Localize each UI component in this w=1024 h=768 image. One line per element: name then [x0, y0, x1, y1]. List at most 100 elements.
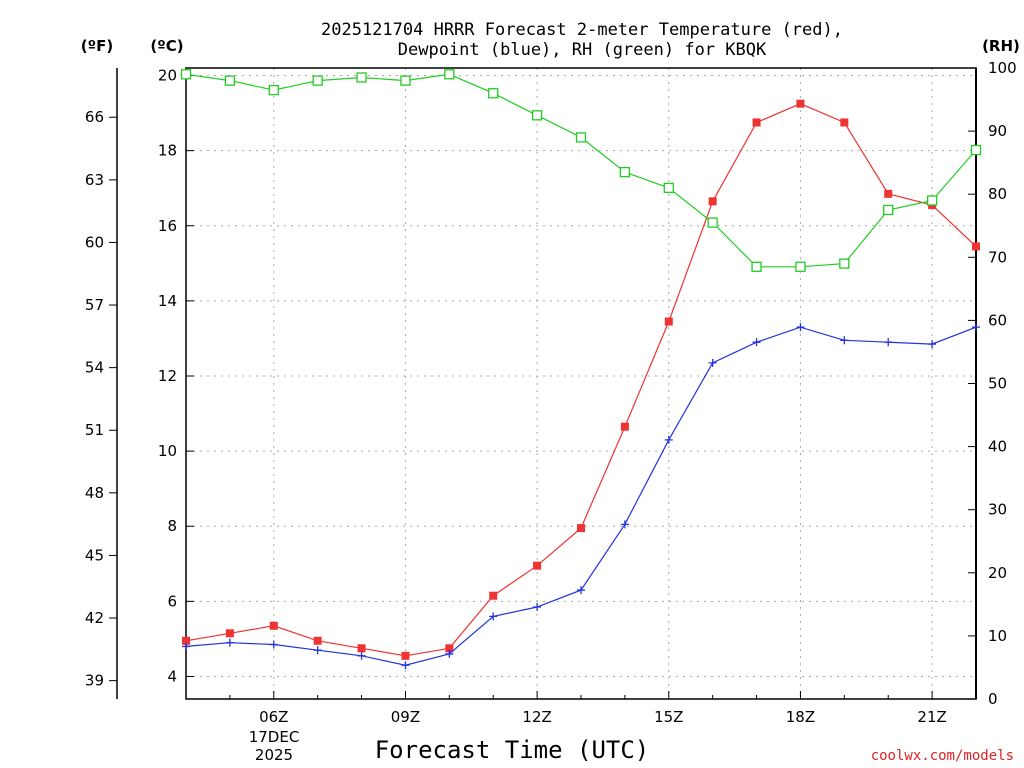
y-tick-label-f: 54 [85, 359, 104, 377]
data-point-dewpoint [884, 338, 893, 347]
y-tick-label-f: 51 [85, 421, 104, 439]
y-tick-label-rh: 40 [988, 438, 1007, 456]
x-tick-label: 12Z [522, 708, 551, 726]
data-point-temperature [269, 621, 278, 630]
y-tick-label-rh: 0 [988, 690, 998, 708]
data-point-dewpoint [357, 651, 366, 660]
x-tick-label: 21Z [917, 708, 946, 726]
data-point-dewpoint [313, 646, 322, 655]
x-tick-label: 06Z [259, 708, 288, 726]
data-point-temperature [972, 242, 980, 251]
x-tick-label: 18Z [786, 708, 815, 726]
series-line-rh [185, 73, 977, 268]
y-tick-label-c: 18 [158, 142, 177, 160]
y-tick-label-rh: 50 [988, 375, 1007, 393]
y-tick-label-rh: 80 [988, 185, 1007, 203]
x-axis-title: Forecast Time (UTC) [375, 736, 650, 764]
y-tick-label-rh: 60 [988, 311, 1007, 329]
chart-title-line1: 2025121704 HRRR Forecast 2-meter Tempera… [321, 20, 843, 40]
data-point-dewpoint [489, 612, 498, 621]
y-tick-label-c: 12 [158, 367, 177, 385]
data-point-dewpoint [269, 640, 278, 649]
y-tick-label-rh: 70 [988, 248, 1007, 266]
data-point-dewpoint [796, 323, 805, 332]
data-point-temperature [884, 189, 893, 198]
data-point-rh [356, 72, 367, 83]
y-tick-label-c: 6 [167, 592, 177, 610]
data-point-temperature [225, 629, 234, 638]
x-tick-label: 15Z [654, 708, 683, 726]
data-point-rh [839, 258, 850, 269]
data-point-dewpoint [445, 649, 454, 658]
plot-frame [185, 67, 977, 700]
data-point-rh [795, 261, 806, 272]
data-point-temperature [664, 317, 673, 326]
data-point-rh [444, 69, 455, 80]
data-point-temperature [489, 591, 498, 600]
data-point-dewpoint [401, 661, 410, 670]
series-dewpoint [182, 323, 980, 670]
y-tick-label-c: 10 [158, 442, 177, 460]
data-point-dewpoint [708, 358, 717, 367]
y-tick-label-rh: 20 [988, 564, 1007, 582]
unit-label-fahrenheit: (ºF) [81, 37, 113, 55]
data-point-temperature [357, 644, 366, 653]
data-point-dewpoint [182, 642, 190, 651]
y-tick-label-rh: 30 [988, 501, 1007, 519]
y-tick-label-rh: 90 [988, 122, 1007, 140]
data-point-dewpoint [840, 336, 849, 345]
y-tick-label-rh: 100 [988, 59, 1017, 77]
y-tick-label-c: 20 [158, 67, 177, 85]
data-point-rh [751, 261, 762, 272]
data-point-rh [224, 75, 236, 86]
data-point-dewpoint [752, 338, 761, 347]
series-temperature [182, 99, 980, 660]
y-tick-label-f: 48 [85, 484, 104, 502]
data-point-temperature [752, 118, 761, 127]
series-line-dewpoint [185, 326, 977, 666]
y-tick-label-c: 8 [167, 517, 177, 535]
data-point-rh [312, 75, 323, 86]
data-point-rh [883, 204, 894, 216]
data-point-temperature [533, 561, 542, 570]
data-point-dewpoint [928, 340, 937, 349]
data-point-rh [575, 132, 587, 143]
data-point-rh [619, 166, 631, 178]
data-point-temperature [708, 197, 717, 206]
data-point-rh [663, 182, 674, 194]
data-point-dewpoint [972, 323, 980, 332]
data-point-temperature [577, 524, 585, 533]
credit-text: coolwx.com/models [871, 748, 1014, 764]
y-tick-label-c: 14 [158, 292, 177, 310]
data-point-temperature [182, 636, 190, 645]
series-line-temperature [185, 103, 977, 657]
data-point-dewpoint [225, 638, 234, 647]
data-point-rh [400, 75, 411, 86]
data-point-rh [268, 84, 279, 96]
y-tick-label-c: 16 [158, 217, 177, 235]
y-tick-label-f: 39 [85, 672, 104, 690]
y-tick-label-f: 57 [85, 296, 104, 314]
y-tick-label-f: 42 [85, 609, 104, 627]
data-point-rh [488, 88, 499, 99]
data-point-rh [531, 110, 543, 121]
data-point-temperature [796, 99, 805, 108]
data-point-rh [926, 195, 938, 206]
data-point-dewpoint [533, 602, 542, 611]
data-point-dewpoint [620, 520, 629, 529]
x-date-label-year: 2025 [255, 746, 293, 764]
data-point-rh [707, 217, 718, 228]
data-point-temperature [445, 644, 454, 653]
y-tick-label-f: 63 [85, 171, 104, 189]
unit-label-rh: (RH) [982, 37, 1020, 55]
data-point-temperature [620, 422, 629, 431]
series-rh [180, 69, 982, 272]
x-tick-label: 09Z [391, 708, 420, 726]
y-tick-label-f: 45 [85, 546, 104, 564]
data-point-temperature [313, 636, 322, 645]
data-point-dewpoint [577, 586, 585, 595]
data-point-temperature [840, 118, 849, 127]
data-point-rh [180, 69, 192, 80]
y-tick-label-c: 4 [167, 667, 177, 685]
